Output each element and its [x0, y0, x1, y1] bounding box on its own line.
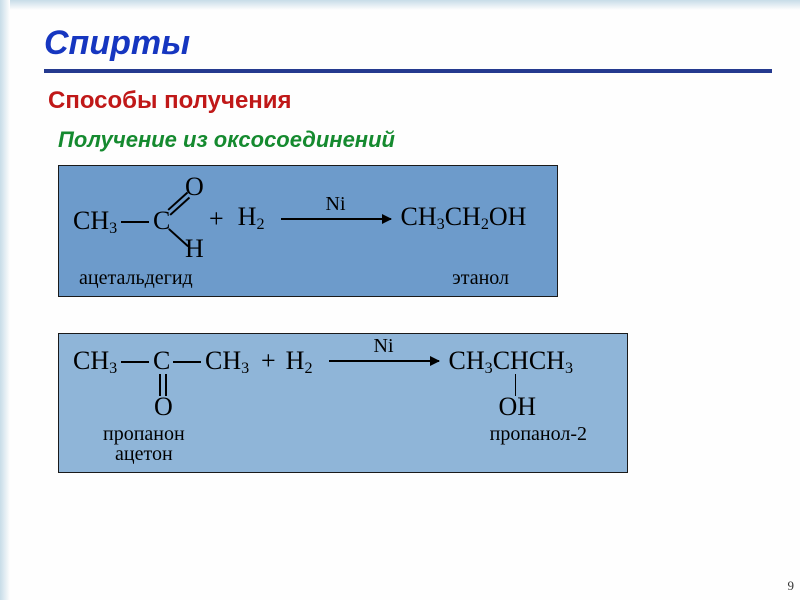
r2-label-right: пропанол-2 — [490, 424, 587, 444]
reaction-2-equation: CH3 C CH3 O + H2 N — [73, 344, 613, 414]
prod-ch3-sub: 3 — [437, 216, 445, 233]
product-propan2ol: CH3CHCH3 OH — [449, 348, 599, 418]
r2-ch3-1-sub: 3 — [109, 360, 117, 377]
carbon-atom: C — [153, 208, 170, 234]
r2-label-left-1: пропанон — [103, 424, 185, 444]
reaction-box-2: CH3 C CH3 O + H2 N — [58, 333, 628, 473]
section-heading: Способы получения — [48, 87, 772, 115]
ch3-sub: 3 — [109, 220, 117, 237]
prod-ch3: CH — [401, 202, 437, 231]
oxygen-atom: O — [185, 174, 204, 200]
ch3-text: CH — [73, 206, 109, 235]
slide-content: Спирты Способы получения Получение из ок… — [0, 0, 800, 509]
r2-carbon: C — [153, 348, 170, 374]
reactant-acetaldehyde: CH3 C O H — [73, 176, 195, 262]
r2-ch3-2: CH — [205, 346, 241, 375]
r2-h2-2: 2 — [304, 360, 312, 377]
prod-ch2: CH — [445, 202, 481, 231]
hydrogen-molecule: H2 — [238, 204, 265, 233]
plus-sign: + — [209, 206, 224, 232]
prod-ch2-sub: 2 — [481, 216, 489, 233]
p2-chch: CHCH — [493, 346, 565, 375]
r2-ch3-1: CH — [73, 346, 109, 375]
h2-h: H — [238, 202, 257, 231]
r2-h2-h: H — [286, 346, 305, 375]
reactant-label: ацетальдегид — [79, 268, 193, 288]
p2-oh: OH — [499, 394, 537, 420]
reaction-box-1: CH3 C O H + H2 Ni — [58, 165, 558, 297]
r2-arrow: Ni — [329, 360, 439, 362]
r2-oxygen: O — [154, 394, 173, 420]
catalyst-label: Ni — [326, 194, 346, 214]
r2-hydrogen: H2 — [286, 348, 313, 377]
p2-ch3-sub: 3 — [485, 360, 493, 377]
reaction-arrow: Ni — [281, 218, 391, 220]
page-number: 9 — [788, 578, 795, 594]
p2-ch3-2-sub: 3 — [565, 360, 573, 377]
title-underline — [44, 69, 772, 73]
r2-catalyst: Ni — [374, 336, 394, 356]
r2-ch3-2-sub: 3 — [241, 360, 249, 377]
r2-label-left-2: ацетон — [103, 444, 185, 464]
hydrogen-atom: H — [185, 236, 204, 262]
p2-ch3: CH — [449, 346, 485, 375]
subsection-heading: Получение из оксосоединений — [58, 127, 772, 153]
product-ethanol: CH3CH2OH — [401, 204, 527, 233]
reaction-1-equation: CH3 C O H + H2 Ni — [73, 176, 543, 262]
reactant-acetone: CH3 C CH3 O — [73, 348, 251, 418]
r2-plus: + — [261, 348, 276, 374]
prod-oh: OH — [489, 202, 527, 231]
h2-2: 2 — [256, 216, 264, 233]
product-label: этанол — [452, 268, 509, 288]
slide-title: Спирты — [44, 24, 772, 63]
